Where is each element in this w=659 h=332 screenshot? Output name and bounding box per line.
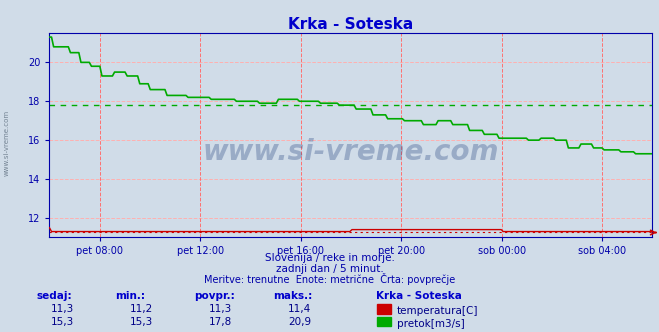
Text: 20,9: 20,9 xyxy=(288,317,312,327)
Text: 15,3: 15,3 xyxy=(51,317,74,327)
Text: 11,2: 11,2 xyxy=(130,304,154,314)
Text: Krka - Soteska: Krka - Soteska xyxy=(376,291,461,301)
Text: min.:: min.: xyxy=(115,291,146,301)
Text: zadnji dan / 5 minut.: zadnji dan / 5 minut. xyxy=(275,264,384,274)
Text: sedaj:: sedaj: xyxy=(36,291,72,301)
Text: maks.:: maks.: xyxy=(273,291,313,301)
Text: 11,4: 11,4 xyxy=(288,304,312,314)
Text: pretok[m3/s]: pretok[m3/s] xyxy=(397,319,465,329)
Text: 15,3: 15,3 xyxy=(130,317,154,327)
Text: Slovenija / reke in morje.: Slovenija / reke in morje. xyxy=(264,253,395,263)
Text: 11,3: 11,3 xyxy=(209,304,233,314)
Title: Krka - Soteska: Krka - Soteska xyxy=(288,17,414,32)
Text: temperatura[C]: temperatura[C] xyxy=(397,306,478,316)
Text: www.si-vreme.com: www.si-vreme.com xyxy=(203,138,499,166)
Text: 17,8: 17,8 xyxy=(209,317,233,327)
Text: Meritve: trenutne  Enote: metrične  Črta: povprečje: Meritve: trenutne Enote: metrične Črta: … xyxy=(204,273,455,285)
Text: povpr.:: povpr.: xyxy=(194,291,235,301)
Text: www.si-vreme.com: www.si-vreme.com xyxy=(3,110,10,176)
Text: 11,3: 11,3 xyxy=(51,304,74,314)
